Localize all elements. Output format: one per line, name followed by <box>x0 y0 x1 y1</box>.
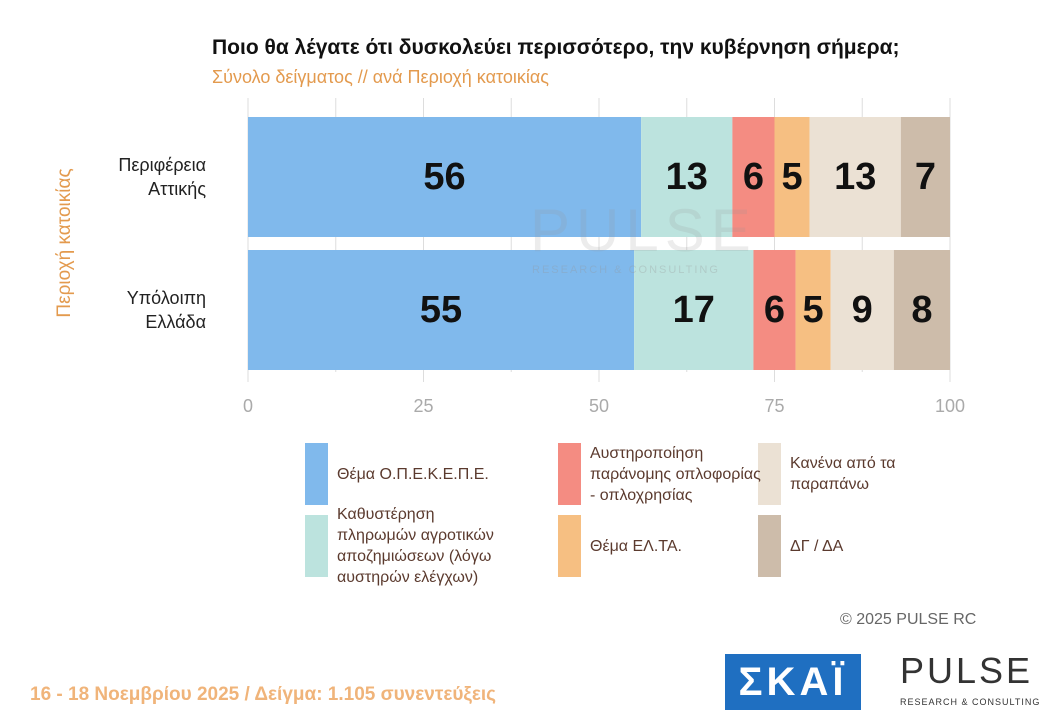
copyright: © 2025 PULSE RC <box>840 611 977 628</box>
watermark: PULSE <box>530 197 757 264</box>
y-tick-label: Περιφέρεια Αττικής <box>118 155 206 199</box>
bar-segment <box>248 250 635 370</box>
x-tick-label: 50 <box>589 396 609 416</box>
data-label: 7 <box>915 156 936 198</box>
legend-label: Θέμα ΕΛ.ΤΑ. <box>590 537 682 555</box>
watermark-sub: RESEARCH & CONSULTING <box>532 264 720 276</box>
data-label: 9 <box>852 289 873 331</box>
legend-swatch <box>558 443 581 505</box>
data-label: 56 <box>423 156 465 198</box>
logo-pulse: PULSE <box>900 650 1034 691</box>
bar-segment <box>753 250 796 370</box>
data-label: 8 <box>911 289 932 331</box>
bar-segment <box>641 117 733 237</box>
logo-skai: ΣΚΑΪ <box>725 654 861 710</box>
bar-segment <box>774 117 810 237</box>
legend-label: Κανένα από τα παραπάνω <box>790 455 896 493</box>
data-label: 5 <box>781 156 802 198</box>
data-label: 17 <box>673 289 715 331</box>
bar-segment <box>893 250 950 370</box>
legend-swatch <box>305 443 328 505</box>
bar-segment <box>795 250 831 370</box>
x-tick-label: 75 <box>764 396 784 416</box>
legend-label: Καθυστέρηση πληρωμών αγροτικών αποζημιώσ… <box>337 506 494 586</box>
bar-segment <box>830 250 894 370</box>
bar-segment <box>248 117 642 237</box>
chart-subtitle: Σύνολο δείγματος // ανά Περιοχή κατοικία… <box>212 67 549 87</box>
data-label: 13 <box>666 156 708 198</box>
y-axis-label: Περιοχή κατοικίας <box>54 168 75 318</box>
legend-label: ΔΓ / ΔΑ <box>790 537 844 555</box>
legend-label: Θέμα Ο.Π.Ε.Κ.Ε.Π.Ε. <box>337 465 489 483</box>
x-tick-label: 0 <box>243 396 253 416</box>
bar-segment <box>732 117 775 237</box>
x-tick-label: 100 <box>935 396 965 416</box>
bar-segment <box>809 117 901 237</box>
x-tick-label: 25 <box>413 396 433 416</box>
bar-segment <box>634 250 754 370</box>
data-label: 6 <box>743 156 764 198</box>
y-tick-label: Υπόλοιπη Ελλάδα <box>126 288 206 332</box>
logo-pulse-sub: RESEARCH & CONSULTING <box>900 697 1041 707</box>
legend-swatch <box>558 515 581 577</box>
footer-note: 16 - 18 Νοεμβρίου 2025 / Δείγμα: 1.105 σ… <box>30 684 497 705</box>
data-label: 5 <box>803 289 824 331</box>
data-label: 6 <box>764 289 785 331</box>
legend-swatch <box>305 515 328 577</box>
data-label: 13 <box>834 156 876 198</box>
bar-segment <box>900 117 950 237</box>
legend-swatch <box>758 515 781 577</box>
legend-swatch <box>758 443 781 505</box>
data-label: 55 <box>420 289 462 331</box>
chart-title: Ποιο θα λέγατε ότι δυσκολεύει περισσότερ… <box>212 36 900 59</box>
legend-label: Αυστηροποίηση παράνομης οπλοφορίας - οπλ… <box>590 444 761 504</box>
